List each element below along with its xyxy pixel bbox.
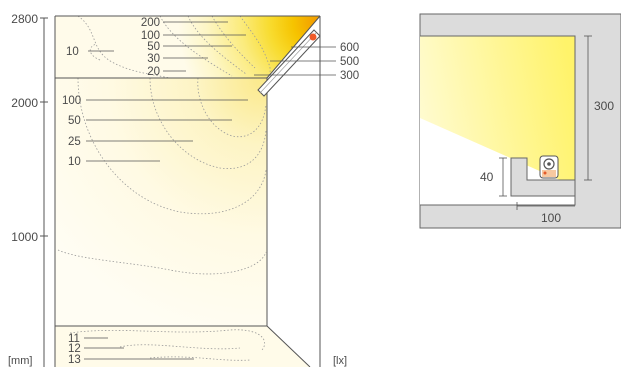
dimension-40: 40 xyxy=(480,170,494,184)
ceiling-label-50: 50 xyxy=(147,41,160,53)
cove-detail: 300 40 100 xyxy=(419,13,621,229)
floor-labels xyxy=(84,337,194,360)
ceiling-label-100: 100 xyxy=(141,30,160,42)
wall-label-100: 100 xyxy=(62,95,81,107)
tick-label-2000: 2000 xyxy=(11,96,38,110)
ceiling-label-20: 20 xyxy=(147,66,160,78)
wall-labels xyxy=(86,99,248,162)
luminaire xyxy=(257,29,321,97)
ceiling-label-30: 30 xyxy=(147,53,160,65)
floor-label-13: 13 xyxy=(68,354,81,366)
ceiling-side-label: 10 xyxy=(66,46,79,58)
light-source-dot xyxy=(309,33,317,41)
back-wall-surface xyxy=(55,78,267,326)
ceiling-label-200: 200 xyxy=(141,17,160,29)
scale-axis: 2800 2000 1000 [mm] xyxy=(8,12,48,367)
cove-luminaire xyxy=(539,155,559,179)
tick-label-1000: 1000 xyxy=(11,230,38,244)
ceiling-surface xyxy=(55,16,320,78)
floor-label-12: 12 xyxy=(68,343,81,355)
tick-label-2800: 2800 xyxy=(11,12,38,26)
ceiling-label-600: 600 xyxy=(340,42,359,54)
ceiling-labels-left xyxy=(163,21,246,72)
cove-light-wash xyxy=(420,36,575,180)
floor-label-11: 11 xyxy=(68,333,80,345)
ceiling-label-500: 500 xyxy=(340,56,359,68)
ceiling-labels-right xyxy=(254,46,336,76)
wall-label-10: 10 xyxy=(68,156,81,168)
wall-label-50: 50 xyxy=(68,115,81,127)
unit-label-mm: [mm] xyxy=(8,355,32,367)
unit-label-lx: [lx] xyxy=(333,355,347,367)
room-perspective xyxy=(54,15,321,367)
ceiling-label-300: 300 xyxy=(340,70,359,82)
floor-surface xyxy=(55,326,310,367)
isolux-contours xyxy=(57,15,271,361)
cove-lip xyxy=(510,157,576,197)
dimension-100: 100 xyxy=(541,211,561,225)
dimension-300: 300 xyxy=(594,99,614,113)
wall-label-25: 25 xyxy=(68,136,81,148)
